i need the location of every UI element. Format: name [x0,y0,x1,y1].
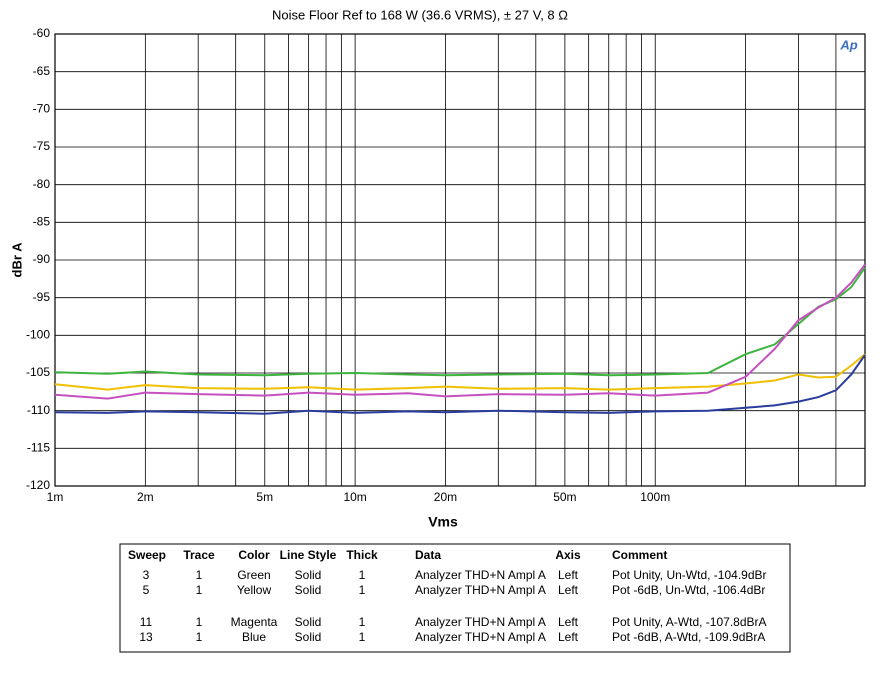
y-tick-label: -60 [33,26,51,40]
table-cell: Pot Unity, A-Wtd, -107.8dBrA [612,615,767,629]
table-cell: Left [558,568,579,582]
x-tick-label: 50m [553,490,576,504]
table-header: Comment [612,548,667,562]
y-tick-label: -120 [26,478,50,492]
table-cell: Yellow [237,583,272,597]
y-tick-label: -100 [26,328,50,342]
table-cell: 1 [196,583,203,597]
table-header: Axis [555,548,581,562]
y-tick-label: -115 [27,441,50,455]
table-cell: Blue [242,630,266,644]
data-line [54,354,866,415]
table-header: Data [415,548,441,562]
y-axis-label: dBr A [9,242,24,278]
x-tick-label: 2m [137,490,154,504]
table-cell: 1 [196,630,203,644]
table-cell: 11 [140,615,153,629]
x-tick-label: 10m [343,490,366,504]
data-line [54,263,866,400]
table-header: Color [238,548,270,562]
y-tick-label: -95 [33,290,51,304]
table-cell: 3 [143,568,150,582]
chart-title: Noise Floor Ref to 168 W (36.6 VRMS), ± … [272,7,568,22]
table-cell: Left [558,630,579,644]
y-tick-label: -110 [27,403,50,417]
table-cell: Left [558,615,579,629]
table-header: Sweep [128,548,166,562]
data-line [54,353,866,391]
legend-table-frame [119,543,791,653]
y-tick-label: -105 [26,365,50,379]
table-cell: Analyzer THD+N Ampl A [415,568,546,582]
table-header: Thick [346,548,378,562]
table-cell: 1 [196,615,203,629]
table-cell: 1 [359,568,366,582]
table-cell: Analyzer THD+N Ampl A [415,630,546,644]
table-cell: Pot -6dB, Un-Wtd, -106.4dBr [612,583,765,597]
table-cell: Pot -6dB, A-Wtd, -109.9dBrA [612,630,765,644]
table-header: Trace [183,548,215,562]
table-cell: Left [558,583,579,597]
y-tick-label: -70 [33,102,51,116]
table-cell: Magenta [231,615,278,629]
table-cell: Analyzer THD+N Ampl A [415,615,546,629]
y-tick-label: -85 [33,215,51,229]
table-cell: Green [237,568,270,582]
x-tick-label: 100m [640,490,670,504]
data-line [54,266,866,377]
table-cell: 1 [196,568,203,582]
table-cell: Solid [295,583,322,597]
table-header: Line Style [280,548,337,562]
y-tick-label: -80 [33,177,51,191]
table-cell: 1 [359,630,366,644]
table-cell: 1 [359,615,366,629]
table-cell: Analyzer THD+N Ampl A [415,583,546,597]
y-tick-label: -90 [33,252,51,266]
x-tick-label: 20m [434,490,457,504]
x-tick-label: 1m [47,490,64,504]
x-axis-label: Vms [428,514,458,530]
table-cell: Solid [295,568,322,582]
table-cell: Solid [295,615,322,629]
y-tick-label: -75 [33,139,51,153]
y-tick-label: -65 [33,64,51,78]
table-cell: 5 [143,583,150,597]
x-tick-label: 5m [256,490,273,504]
logo: Ap [839,37,857,52]
table-cell: 1 [359,583,366,597]
plot-frame [54,33,866,487]
table-cell: Solid [295,630,322,644]
table-cell: 13 [139,630,153,644]
table-cell: Pot Unity, Un-Wtd, -104.9dBr [612,568,767,582]
